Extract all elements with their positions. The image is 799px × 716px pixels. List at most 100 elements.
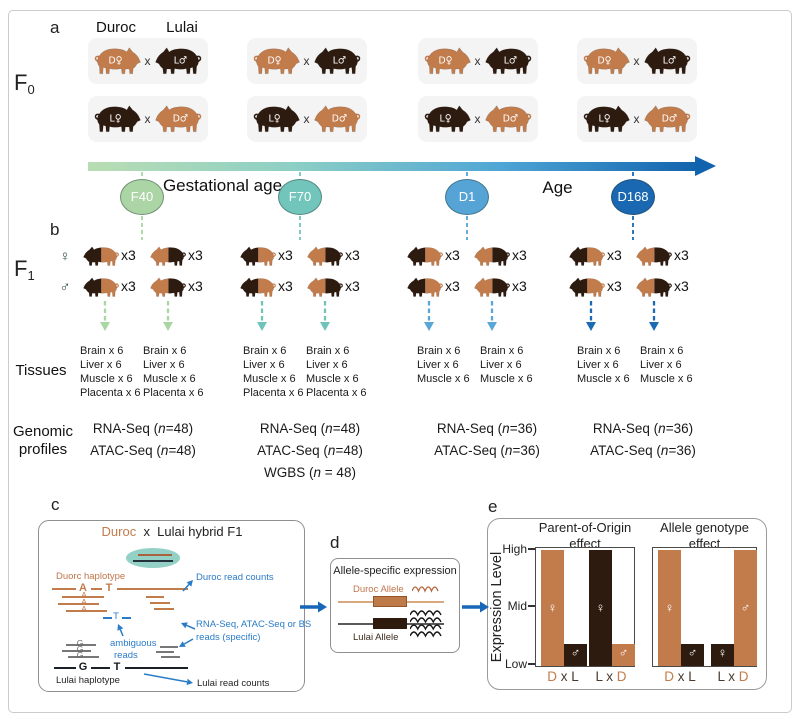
pig-icon-lulai: L♂ <box>644 44 693 77</box>
snp-letter: G <box>76 650 84 660</box>
female-row-label: ♀ <box>59 248 71 265</box>
f1-animal-groups: x3 x3 x3 x3 x3 <box>0 0 799 340</box>
pig-icon-lulai: L♂ <box>155 44 204 77</box>
snp-letter: A <box>81 597 87 607</box>
panel-label-e: e <box>488 497 498 516</box>
assay-item: RNA-Seq (n=48) <box>259 421 361 436</box>
y-tick-mark <box>528 548 535 550</box>
pig-icon-hybrid <box>407 244 445 268</box>
snp-letter: A <box>81 590 87 600</box>
haplotype-line-segment <box>62 650 91 652</box>
male-row-label: ♂ <box>59 279 71 296</box>
replicate-count: x3 <box>674 278 689 294</box>
svg-text:L♀: L♀ <box>599 113 611 124</box>
haplotype-line-segment <box>154 608 174 610</box>
lulai-haplotype-label: Lulai haplotype <box>56 675 120 686</box>
snp-letter: G <box>76 644 84 654</box>
category-label: L x D <box>703 669 763 684</box>
pig-icon-hybrid <box>307 275 345 299</box>
replicate-count: x3 <box>674 247 689 263</box>
parent-sex-symbol: ♂ <box>687 645 698 660</box>
snp-letter: G <box>78 661 88 673</box>
pig-icon-duroc: D♂ <box>314 102 363 135</box>
y-tick-mark <box>528 663 535 665</box>
svg-text:D♀: D♀ <box>268 55 282 66</box>
cross-symbol: x <box>633 54 640 68</box>
haplotype-line-segment <box>146 596 164 598</box>
chart-title: Parent-of-Origin <box>538 520 632 535</box>
pig-icon-lulai: L♂ <box>485 44 534 77</box>
tissue-item: Muscle x 6 <box>143 373 196 385</box>
haplotype-line-segment <box>54 667 76 670</box>
haplotype-line-segment <box>66 610 107 612</box>
pig-icon-lulai: L♀ <box>251 102 300 135</box>
y-tick-label: High <box>502 542 527 556</box>
panel-c-box <box>38 520 305 692</box>
replicate-count: x3 <box>278 278 293 294</box>
timeline-arrowhead <box>695 156 716 176</box>
expression-bar: ♂ <box>612 644 635 666</box>
timeline-point-d168: D168 <box>611 179 655 215</box>
lulai-rna-squiggle <box>410 610 443 644</box>
pig-icon-duroc: D♀ <box>422 44 471 77</box>
tissue-column: Brain x 6 Liver x 6 Muscle x 6 Placenta x 6 <box>243 344 307 400</box>
f0-pair-box: D♀ x L♂ <box>88 38 208 84</box>
timeline-point-d1: D1 <box>445 179 489 215</box>
chart-panel: ♀ ♂ ♀ ♂ <box>535 547 635 667</box>
tissue-columns: Brain x 6 Liver x 6 Muscle x 6 Placenta x 6… <box>80 344 693 400</box>
replicate-count: x3 <box>345 247 360 263</box>
timeline-points: F40 F70 D1 D168 <box>0 0 799 240</box>
category-letter: D <box>613 669 627 684</box>
tissue-item: Liver x 6 <box>640 359 682 371</box>
svg-text:D♂: D♂ <box>332 113 347 124</box>
snp-letter: G <box>76 638 84 648</box>
replicate-count: x3 <box>445 278 460 294</box>
svg-text:D♂: D♂ <box>662 113 677 124</box>
panel-label-a: a <box>50 18 60 37</box>
pig-icon-duroc: D♂ <box>644 102 693 135</box>
replicate-count: x3 <box>607 278 622 294</box>
pig-icon-duroc: D♂ <box>485 102 534 135</box>
expression-bar: ♀ <box>658 550 681 666</box>
panel-c-title-part: Lulai hybrid F1 <box>157 524 243 539</box>
lulai-allele-label: Lulai Allele <box>353 632 399 643</box>
tissue-item: Liver x 6 <box>480 359 522 371</box>
breed-header-lulai: Lulai <box>166 19 198 36</box>
duroc-allele-box <box>373 596 407 607</box>
tissue-item: Liver x 6 <box>143 359 185 371</box>
haplotype-line-segment <box>91 588 102 591</box>
svg-text:L♂: L♂ <box>333 55 347 66</box>
pig-icon-hybrid <box>240 275 278 299</box>
pig-icon-hybrid <box>307 244 345 268</box>
category-letter: D <box>664 669 674 684</box>
replicate-count: x3 <box>121 247 136 263</box>
pig-icon-hybrid <box>569 275 607 299</box>
tissue-item: Muscle x 6 <box>80 373 133 385</box>
tissue-item: Liver x 6 <box>577 359 619 371</box>
assay-item: ATAC-Seq (n=36) <box>590 443 696 458</box>
category-letter: x <box>602 669 614 684</box>
timeline-point-f40: F40 <box>120 179 164 215</box>
replicate-count: x3 <box>512 278 527 294</box>
assay-item: ATAC-Seq (n=36) <box>434 443 540 458</box>
parent-sex-symbol: ♀ <box>595 600 606 615</box>
replicate-count: x3 <box>188 247 203 263</box>
haplotype-line-segment <box>103 617 112 619</box>
svg-text:D♀: D♀ <box>109 55 123 66</box>
f0-pair-box: L♀ x D♂ <box>577 96 697 142</box>
pig-icon-hybrid <box>636 275 674 299</box>
snp-letter: A <box>81 604 87 614</box>
tissue-column: Brain x 6 Liver x 6 Muscle x 6 Placenta x 6 <box>143 344 207 400</box>
nucleus-ellipse <box>126 548 180 568</box>
pig-icon-hybrid <box>83 275 121 299</box>
svg-text:L♂: L♂ <box>663 55 677 66</box>
svg-text:L♀: L♀ <box>440 113 452 124</box>
replicate-count: x3 <box>512 247 527 263</box>
tissue-column: Brain x 6 Liver x 6 Muscle x 6 <box>417 344 481 386</box>
tissue-item: Muscle x 6 <box>640 373 693 385</box>
haplotype-line-segment <box>160 646 178 648</box>
nucleus-haplotype-line-duroc <box>138 554 172 556</box>
y-tick-mark <box>528 605 535 607</box>
parent-sex-symbol: ♂ <box>740 600 751 615</box>
